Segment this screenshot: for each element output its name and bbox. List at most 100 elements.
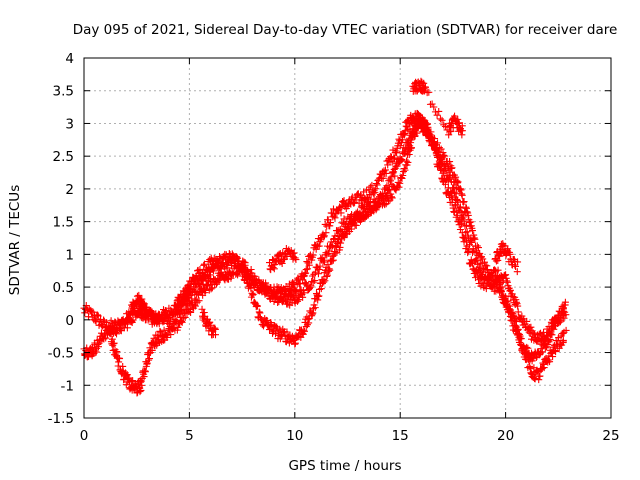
data-point [155, 320, 163, 328]
grid-lines [84, 58, 611, 418]
data-point [456, 185, 464, 193]
data-point [559, 305, 567, 313]
data-point [281, 293, 289, 301]
data-point [408, 134, 416, 142]
data-point [195, 297, 203, 305]
data-point [421, 83, 429, 91]
data-point [187, 308, 195, 316]
data-point [463, 242, 471, 250]
data-point [116, 325, 124, 333]
data-point [506, 302, 514, 310]
data-point [502, 271, 510, 279]
data-point [447, 127, 455, 135]
data-point [311, 304, 319, 312]
y-tick-label: -0.5 [48, 346, 74, 362]
data-point [326, 219, 334, 227]
data-point [185, 287, 193, 295]
data-point [511, 316, 519, 324]
data-point [181, 313, 189, 321]
data-point [169, 311, 177, 319]
data-point [473, 242, 481, 250]
data-point [384, 156, 392, 164]
x-tick-label: 15 [392, 428, 409, 444]
x-tick-label: 25 [602, 428, 619, 444]
data-point [375, 176, 383, 184]
plot-area [80, 77, 570, 397]
data-point [305, 319, 313, 327]
data-point [391, 172, 399, 180]
data-point [141, 300, 149, 308]
data-point [323, 251, 331, 259]
data-point [418, 119, 426, 127]
data-point [509, 311, 517, 319]
data-point [514, 325, 522, 333]
data-point [399, 136, 407, 144]
data-point [467, 218, 475, 226]
data-point [402, 144, 410, 152]
y-tick-label: 0 [65, 313, 74, 329]
data-point [323, 271, 331, 279]
data-point [267, 319, 275, 327]
data-point [321, 220, 329, 228]
data-point [307, 282, 315, 290]
data-point [497, 287, 505, 295]
data-point [506, 286, 514, 294]
data-point [156, 328, 164, 336]
data-point [523, 317, 531, 325]
data-point [504, 297, 512, 305]
data-point [196, 284, 204, 292]
data-point [314, 296, 322, 304]
data-point [548, 348, 556, 356]
data-point [388, 194, 396, 202]
data-point [453, 196, 461, 204]
data-point [143, 359, 151, 367]
data-point [115, 320, 123, 328]
data-point [456, 225, 464, 233]
data-point [498, 283, 506, 291]
data-point [458, 131, 466, 139]
data-point [302, 269, 310, 277]
data-point [249, 290, 257, 298]
data-point [315, 242, 323, 250]
data-point [311, 268, 319, 276]
data-point [302, 266, 310, 274]
data-point [435, 107, 443, 115]
data-point [441, 180, 449, 188]
data-point [291, 340, 299, 348]
data-point [512, 298, 520, 306]
data-point [215, 258, 223, 266]
data-point [113, 330, 121, 338]
data-point [458, 190, 466, 198]
data-point [384, 161, 392, 169]
data-point [431, 135, 439, 143]
data-point [326, 222, 334, 230]
data-point [404, 140, 412, 148]
data-point [136, 388, 144, 396]
data-point [375, 199, 383, 207]
x-tick-label: 20 [497, 428, 514, 444]
data-point [440, 121, 448, 129]
data-point [441, 152, 449, 160]
data-point [384, 197, 392, 205]
data-point [306, 283, 314, 291]
data-point [474, 244, 482, 252]
data-point [240, 258, 248, 266]
data-point [274, 299, 282, 307]
data-point [456, 216, 464, 224]
data-point [404, 158, 412, 166]
data-point [211, 331, 219, 339]
plot-frame [83, 57, 612, 419]
data-point [253, 302, 261, 310]
data-point [552, 348, 560, 356]
data-point [303, 265, 311, 273]
data-point [315, 292, 323, 300]
data-point [531, 375, 539, 383]
data-point [213, 280, 221, 288]
data-point [503, 300, 511, 308]
data-point [445, 131, 453, 139]
data-point [207, 285, 215, 293]
data-point [304, 315, 312, 323]
data-point [464, 247, 472, 255]
data-point [219, 255, 227, 263]
data-point [352, 221, 360, 229]
